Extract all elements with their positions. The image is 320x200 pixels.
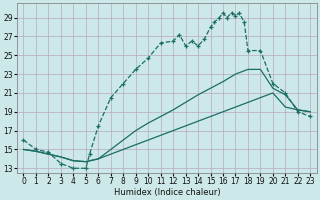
X-axis label: Humidex (Indice chaleur): Humidex (Indice chaleur) (114, 188, 220, 197)
